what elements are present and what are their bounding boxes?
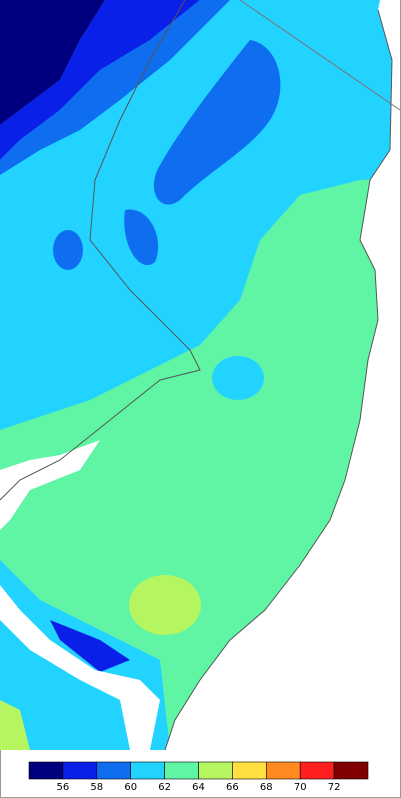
legend-swatch	[62, 761, 98, 780]
ocean	[165, 0, 400, 750]
region-56	[0, 0, 105, 125]
legend-label: 64	[192, 782, 205, 793]
legend-swatch	[96, 761, 132, 780]
legend-swatch	[198, 761, 233, 780]
delaware-bay	[0, 585, 160, 750]
legend-label: 68	[260, 782, 273, 793]
region-60	[124, 209, 159, 266]
legend-label: 62	[158, 782, 171, 793]
legend-label: 58	[90, 782, 103, 793]
legend-swatch	[299, 761, 335, 780]
legend-swatch	[28, 761, 64, 780]
legend-swatch	[265, 761, 301, 780]
region-60	[0, 0, 230, 175]
region-62	[212, 356, 264, 400]
legend-label: 66	[226, 782, 239, 793]
delaware-river	[0, 440, 100, 530]
region-58	[50, 620, 130, 672]
legend-swatch	[333, 761, 369, 780]
legend-label: 56	[57, 782, 70, 793]
region-60	[153, 40, 281, 205]
region-60	[53, 230, 83, 270]
state-border	[239, 0, 401, 111]
legend-swatch	[130, 761, 165, 780]
region-66	[0, 700, 30, 750]
legend-swatch	[232, 761, 267, 780]
legend-label: 70	[294, 782, 307, 793]
coastline	[164, 9, 393, 751]
region-66	[129, 575, 201, 635]
legend: 56 58 60 62 64 66 68 70 72	[28, 761, 369, 793]
legend-label: 72	[328, 782, 341, 793]
legend-swatch	[164, 761, 199, 780]
legend-label: 60	[124, 782, 137, 793]
state-border	[0, 0, 201, 501]
map	[0, 0, 401, 751]
